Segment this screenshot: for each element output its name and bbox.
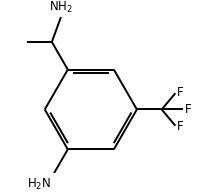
Text: H$_2$N: H$_2$N <box>27 177 51 192</box>
Text: F: F <box>177 86 184 99</box>
Text: F: F <box>185 103 191 116</box>
Text: NH$_2$: NH$_2$ <box>49 0 73 15</box>
Text: F: F <box>177 120 184 133</box>
